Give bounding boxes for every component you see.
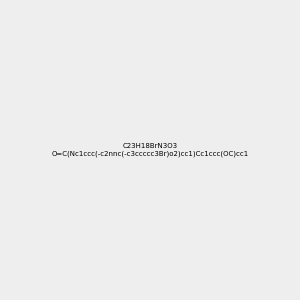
Text: C23H18BrN3O3
O=C(Nc1ccc(-c2nnc(-c3ccccc3Br)o2)cc1)Cc1ccc(OC)cc1: C23H18BrN3O3 O=C(Nc1ccc(-c2nnc(-c3ccccc3… [51, 143, 249, 157]
